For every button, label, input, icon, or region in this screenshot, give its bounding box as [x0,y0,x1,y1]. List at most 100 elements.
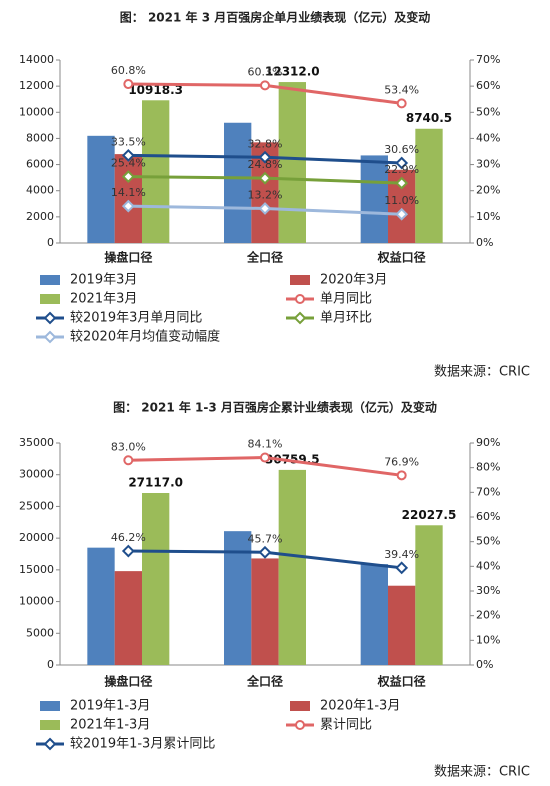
line-marker [258,150,272,164]
y-tick-label: 0 [47,658,54,671]
y2-tick-label: 0% [476,658,493,671]
line-label: 30.6% [384,143,419,156]
y-tick-label: 14000 [19,53,54,66]
line-marker [121,170,135,184]
line-marker [123,79,134,90]
y2-tick-label: 80% [476,461,500,474]
x-tick-label: 操盘口径 [104,250,152,265]
y-tick-label: 4000 [26,184,54,197]
y2-tick-label: 10% [476,633,500,646]
bar [415,128,443,243]
x-tick-label: 权益口径 [377,674,426,689]
y2-tick-label: 40% [476,559,500,572]
y-tick-label: 8000 [26,131,54,144]
line-marker [395,207,409,221]
bar-label: 10918.3 [128,83,183,97]
line-marker [395,176,409,190]
line-label: 60.8% [111,64,146,77]
y2-tick-label: 30% [476,158,500,171]
legend-swatch [290,275,310,285]
line-marker [121,199,135,213]
line-label: 24.8% [248,158,283,171]
y-tick-label: 5000 [26,626,54,639]
line-marker [395,156,409,170]
legend-label: 单月同比 [320,292,372,307]
bar [415,525,443,665]
y-tick-label: 10000 [19,595,54,608]
legend-label: 2021年3月 [70,292,137,307]
y-tick-label: 35000 [19,436,54,449]
legend-swatch [290,701,310,711]
x-tick-label: 权益口径 [377,250,426,265]
y2-tick-label: 90% [476,436,500,449]
line-label: 46.2% [111,531,146,544]
line-label: 33.5% [111,135,146,148]
legend-label: 2019年3月 [70,273,137,288]
line-label: 83.0% [111,440,146,453]
bar [278,82,306,243]
line-label: 84.1% [248,438,283,451]
y2-tick-label: 50% [476,105,500,118]
y-tick-label: 20000 [19,531,54,544]
line-marker [121,149,135,162]
line-marker [395,561,409,575]
legend-label: 2019年1-3月 [70,699,150,714]
legend-marker [295,294,305,304]
legend-label: 较2020年月均值变动幅度 [70,329,220,345]
bar [278,469,306,665]
y2-tick-label: 20% [476,609,500,622]
chart-title: 图： 2021 年 3 月百强房企单月业绩表现（亿元）及变动 [120,10,430,25]
bar [114,571,142,665]
legend-label: 较2019年1-3月累计同比 [70,737,215,752]
y2-tick-label: 60% [476,79,500,92]
line-label: 76.9% [384,455,419,468]
y2-tick-label: 0% [476,236,493,249]
y-tick-label: 6000 [26,158,54,171]
line-marker [123,455,134,466]
line-label: 11.0% [384,194,419,207]
line-marker [258,171,272,185]
line-label: 22.9% [384,163,419,176]
y-tick-label: 2000 [26,210,54,223]
line-label: 60.3% [248,65,283,78]
bar [142,100,170,243]
y2-tick-label: 70% [476,53,500,66]
source: 数据来源：CRIC [434,765,530,780]
line-label: 14.1% [111,186,146,199]
line-marker [258,202,272,215]
legend-marker [293,311,307,325]
legend-marker [43,737,57,751]
y2-tick-label: 50% [476,535,500,548]
legend-label: 较2019年3月单月同比 [70,311,202,326]
y2-tick-label: 20% [476,184,500,197]
bar [360,155,388,243]
legend-label: 2020年1-3月 [320,699,400,714]
bar-label: 12312.0 [265,65,320,79]
legend-label: 单月环比 [320,311,372,326]
source: 数据来源：CRIC [434,365,530,380]
y2-tick-label: 30% [476,584,500,597]
line-label: 25.4% [111,157,146,170]
y2-tick-label: 70% [476,485,500,498]
y-tick-label: 12000 [19,79,54,92]
legend-swatch [40,701,60,711]
legend-marker [43,311,57,325]
y-tick-label: 15000 [19,563,54,576]
legend-marker [43,330,57,344]
bar [251,558,279,665]
chart-title: 图： 2021 年 1-3 月百强房企累计业绩表现（亿元）及变动 [113,400,437,415]
legend-swatch [40,720,60,730]
bar-label: 8740.5 [406,111,452,125]
line-marker [260,452,270,463]
y-tick-label: 30000 [19,468,54,481]
bar [87,135,115,243]
y2-tick-label: 10% [476,210,500,223]
line-label: 32.8% [248,137,283,150]
y2-tick-label: 40% [476,131,500,144]
line-label: 45.7% [248,532,283,545]
legend-label: 2020年3月 [320,273,387,288]
line-marker [121,544,135,558]
y2-tick-label: 60% [476,510,500,523]
line-marker [396,470,407,481]
